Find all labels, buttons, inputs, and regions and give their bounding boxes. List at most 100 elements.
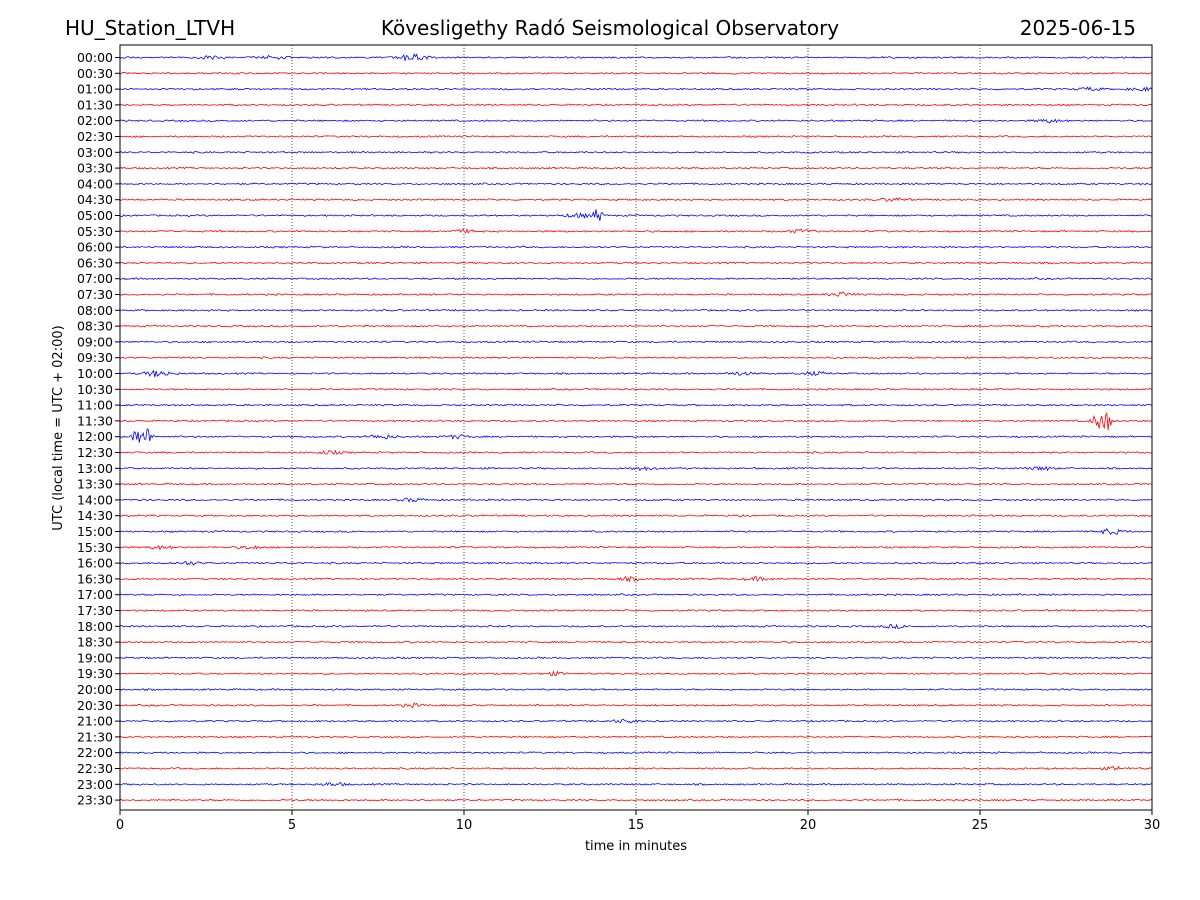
trace-row-1100	[119, 403, 1153, 407]
trace-row-0900	[119, 340, 1153, 344]
x-tick-label: 0	[116, 818, 124, 833]
y-tick-label: 09:30	[77, 350, 113, 365]
trace-row-1330	[119, 482, 1153, 486]
y-tick-label: 03:30	[77, 161, 113, 176]
y-tick-label: 22:00	[77, 745, 113, 760]
trace-row-2230	[119, 765, 1153, 771]
date-label: 2025-06-15	[1020, 16, 1136, 40]
trace-row-1300	[119, 465, 1153, 472]
trace-row-0630	[119, 261, 1153, 265]
trace-row-2330	[119, 798, 1153, 802]
trace-row-2200	[119, 751, 1153, 755]
y-tick-label: 20:30	[77, 698, 113, 713]
x-axis-ticks: 0 5 10 15 20 25 30	[116, 810, 1160, 833]
trace-row-0530	[119, 228, 1153, 234]
trace-row-1230	[119, 449, 1153, 455]
x-axis-label: time in minutes	[585, 839, 687, 854]
trace-row-0400	[119, 182, 1153, 186]
y-tick-label: 18:00	[77, 619, 113, 634]
y-tick-label: 01:30	[77, 97, 113, 112]
y-tick-label: 23:00	[77, 777, 113, 792]
x-tick-label: 5	[288, 818, 296, 833]
trace-row-1730	[119, 609, 1153, 612]
y-tick-label: 15:00	[77, 524, 113, 539]
trace-row-0000	[119, 53, 1153, 61]
trace-row-1600	[119, 560, 1153, 566]
y-tick-label: 22:30	[77, 761, 113, 776]
trace-row-0800	[119, 308, 1153, 312]
x-tick-label: 10	[456, 818, 473, 833]
y-tick-label: 21:30	[77, 729, 113, 744]
trace-row-0100	[119, 86, 1153, 92]
x-tick-label: 25	[972, 818, 989, 833]
trace-layer	[119, 53, 1153, 802]
trace-row-1930	[119, 670, 1153, 677]
trace-row-0930	[119, 356, 1153, 360]
y-tick-label: 06:30	[77, 255, 113, 270]
y-tick-label: 02:30	[77, 129, 113, 144]
trace-row-1500	[119, 528, 1153, 536]
trace-row-0030	[119, 71, 1153, 75]
x-tick-label: 15	[628, 818, 645, 833]
trace-row-2000	[119, 687, 1153, 692]
y-tick-label: 09:00	[77, 334, 113, 349]
y-tick-label: 19:30	[77, 666, 113, 681]
y-tick-label: 19:00	[77, 650, 113, 665]
trace-row-0200	[119, 118, 1153, 124]
trace-row-0300	[119, 150, 1153, 154]
y-tick-label: 06:00	[77, 240, 113, 255]
trace-row-1030	[119, 387, 1153, 391]
y-tick-label: 18:30	[77, 635, 113, 650]
y-tick-label: 13:00	[77, 461, 113, 476]
y-tick-label: 15:30	[77, 540, 113, 555]
y-tick-label: 11:00	[77, 398, 113, 413]
y-tick-label: 04:00	[77, 176, 113, 191]
chart-title: Kövesligethy Radó Seismological Observat…	[381, 16, 839, 40]
y-tick-label: 08:00	[77, 303, 113, 318]
y-tick-label: 05:00	[77, 208, 113, 223]
trace-row-0730	[119, 291, 1153, 297]
y-tick-label: 17:00	[77, 587, 113, 602]
y-tick-label: 01:00	[77, 82, 113, 97]
x-tick-label: 30	[1144, 818, 1161, 833]
trace-row-1130	[119, 411, 1153, 431]
trace-row-1530	[119, 544, 1153, 551]
y-tick-label: 13:30	[77, 477, 113, 492]
y-tick-label: 21:00	[77, 714, 113, 729]
trace-row-0130	[119, 103, 1153, 107]
y-tick-label: 07:30	[77, 287, 113, 302]
y-tick-label: 03:00	[77, 145, 113, 160]
trace-row-2130	[119, 735, 1153, 739]
y-tick-label: 20:00	[77, 682, 113, 697]
trace-row-0700	[119, 277, 1153, 281]
y-tick-label: 07:00	[77, 271, 113, 286]
y-tick-label: 11:30	[77, 413, 113, 428]
trace-row-1630	[119, 576, 1153, 583]
y-tick-label: 00:00	[77, 50, 113, 65]
trace-row-1200	[119, 428, 1153, 443]
trace-row-1800	[119, 623, 1153, 630]
y-tick-label: 02:00	[77, 113, 113, 128]
y-tick-label: 12:00	[77, 429, 113, 444]
y-tick-label: 10:00	[77, 366, 113, 381]
y-tick-label: 23:30	[77, 793, 113, 808]
grid-lines	[291, 45, 981, 810]
y-tick-label: 14:00	[77, 492, 113, 507]
y-tick-label: 05:30	[77, 224, 113, 239]
trace-row-0500	[119, 209, 1153, 221]
trace-row-1900	[119, 656, 1153, 660]
trace-row-0330	[119, 166, 1153, 170]
y-tick-label: 17:30	[77, 603, 113, 618]
trace-row-2300	[119, 781, 1153, 787]
trace-row-0230	[119, 135, 1153, 138]
trace-row-1000	[119, 369, 1153, 378]
trace-row-1400	[119, 497, 1153, 503]
trace-row-2030	[119, 702, 1153, 709]
y-tick-label: 14:30	[77, 508, 113, 523]
trace-row-0600	[119, 245, 1153, 249]
y-tick-label: 12:30	[77, 445, 113, 460]
y-tick-label: 08:30	[77, 319, 113, 334]
y-tick-label: 04:30	[77, 192, 113, 207]
y-tick-label: 00:30	[77, 66, 113, 81]
